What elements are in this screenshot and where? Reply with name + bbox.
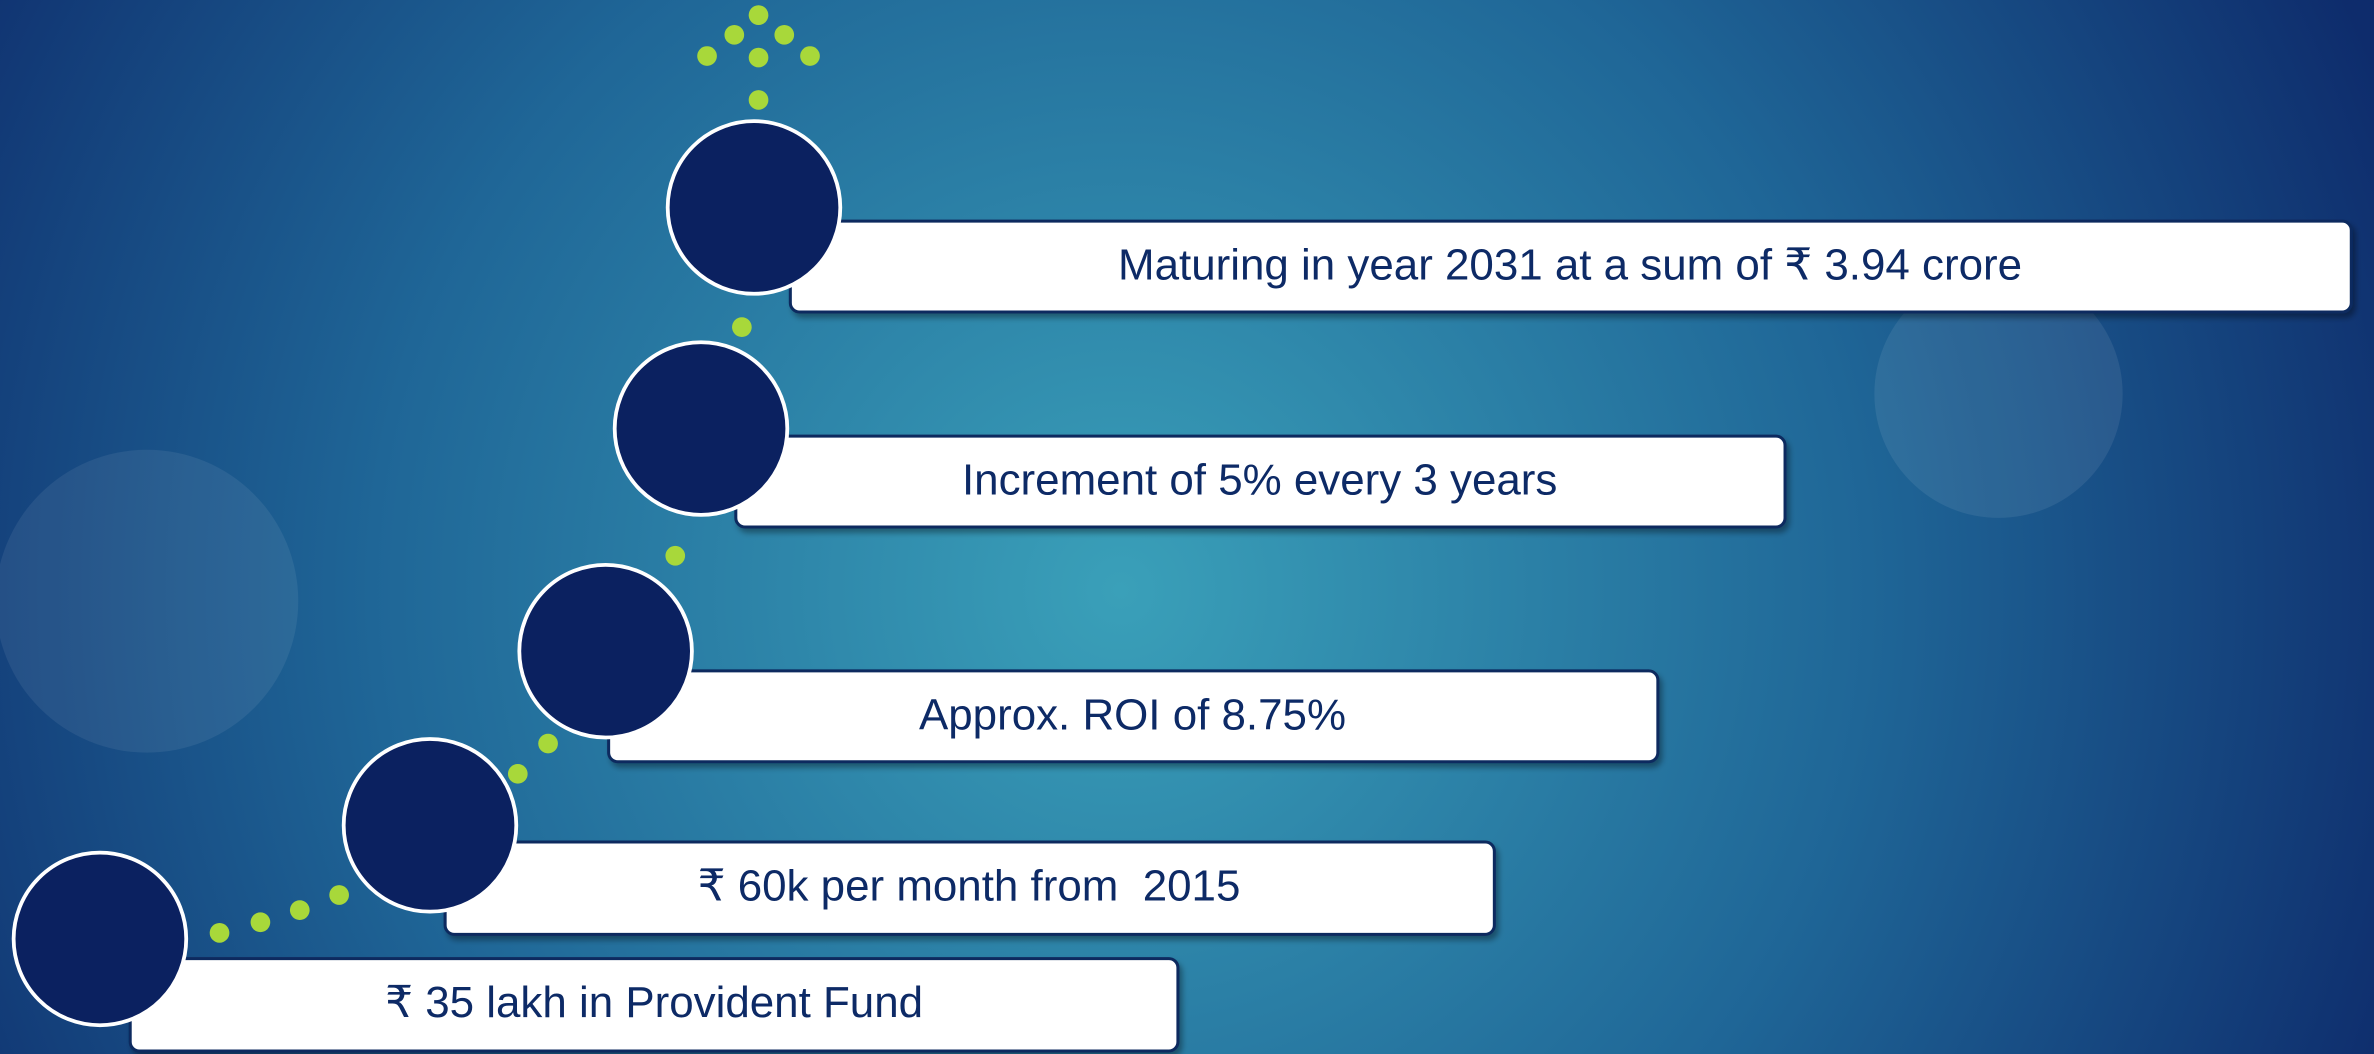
step: ₹ 60k per month from 2015 [341, 737, 1496, 936]
step-text: ₹ 35 lakh in Provident Fund [385, 978, 923, 1027]
step-text: ₹ 60k per month from 2015 [698, 862, 1241, 911]
dot [697, 46, 717, 66]
step-text: Increment of 5% every 3 years [962, 456, 1557, 505]
step: Approx. ROI of 8.75% [517, 562, 1660, 764]
dot [538, 733, 558, 754]
step-node [11, 850, 189, 1028]
step-text: Approx. ROI of 8.75% [919, 690, 1346, 739]
dot [289, 900, 310, 920]
step-node [517, 562, 694, 740]
dot [748, 90, 769, 110]
dot [774, 24, 795, 45]
dot [209, 923, 230, 943]
dot [250, 912, 271, 933]
step: Maturing in year 2031 at a sum of ₹ 3.94… [665, 119, 2353, 314]
step: Increment of 5% every 3 years [612, 340, 1787, 529]
dot [329, 885, 349, 905]
dot [724, 24, 745, 45]
decor-circle [1874, 269, 2123, 518]
step: ₹ 35 lakh in Provident Fund [11, 850, 1180, 1053]
decor-circle [0, 449, 299, 753]
step-node [612, 340, 790, 517]
step-node [665, 119, 843, 296]
dot [507, 763, 528, 784]
dot [748, 47, 769, 68]
dot [665, 545, 686, 566]
step-node [341, 737, 519, 914]
dot [732, 317, 752, 337]
dots [209, 5, 820, 943]
dot [748, 5, 769, 25]
step-text: Maturing in year 2031 at a sum of ₹ 3.94… [1118, 241, 2022, 290]
dot [800, 46, 820, 66]
